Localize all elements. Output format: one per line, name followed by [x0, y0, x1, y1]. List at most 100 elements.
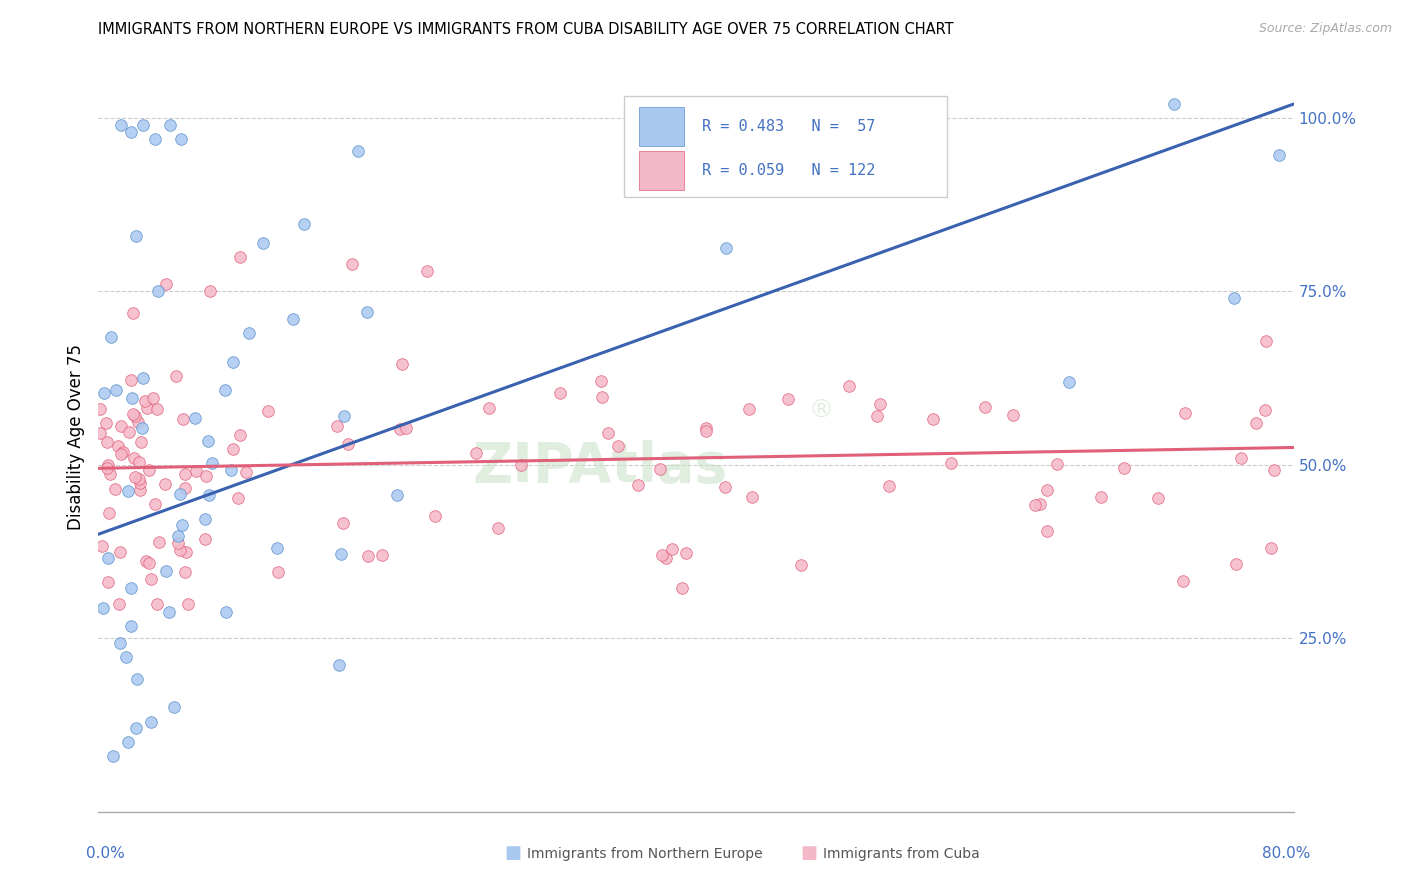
Point — [416, 263, 439, 277]
Point — [235, 465, 257, 479]
Point — [124, 409, 146, 423]
Point — [215, 605, 238, 619]
Point — [122, 407, 145, 421]
Point — [385, 488, 409, 502]
Point — [655, 551, 678, 566]
Point — [96, 461, 118, 475]
Point — [138, 557, 160, 571]
Point — [94, 416, 117, 430]
Point — [174, 545, 197, 559]
Point — [148, 535, 170, 549]
Point — [974, 400, 997, 414]
Point — [738, 401, 761, 416]
Point — [145, 402, 167, 417]
Point — [134, 393, 156, 408]
Point — [328, 657, 350, 672]
Point — [222, 354, 245, 368]
Point — [714, 241, 737, 255]
Point — [229, 250, 252, 264]
Point — [1090, 490, 1112, 504]
Point — [89, 425, 111, 440]
Point — [425, 509, 447, 524]
Point — [132, 118, 155, 132]
Point — [118, 425, 141, 439]
Point — [128, 472, 150, 486]
Point — [100, 330, 122, 344]
Point — [229, 427, 252, 442]
Point — [127, 415, 149, 429]
Point — [174, 467, 197, 482]
Point — [337, 437, 360, 451]
Point — [97, 458, 120, 472]
Text: Immigrants from Northern Europe: Immigrants from Northern Europe — [527, 847, 763, 861]
Point — [789, 558, 811, 573]
Point — [107, 439, 129, 453]
Point — [143, 132, 166, 146]
Point — [464, 446, 486, 460]
Point — [142, 392, 165, 406]
Point — [162, 699, 184, 714]
Point — [330, 547, 353, 561]
Point — [1230, 451, 1253, 466]
Point — [1059, 376, 1081, 390]
Point — [131, 421, 153, 435]
Point — [510, 458, 533, 473]
Point — [1171, 574, 1194, 589]
Point — [166, 529, 188, 543]
Point — [267, 566, 290, 580]
Point — [183, 410, 205, 425]
Point — [98, 467, 121, 481]
Point — [169, 132, 191, 146]
Point — [197, 434, 219, 449]
Point — [219, 463, 242, 477]
Text: ®: ® — [808, 399, 834, 423]
Point — [122, 306, 145, 320]
Text: Source: ZipAtlas.com: Source: ZipAtlas.com — [1258, 22, 1392, 36]
Point — [125, 722, 148, 736]
Point — [96, 435, 118, 450]
Point — [194, 532, 217, 546]
Point — [114, 650, 136, 665]
Bar — [638, 107, 685, 146]
Point — [675, 545, 697, 559]
Point — [93, 386, 115, 401]
Point — [294, 217, 316, 231]
Point — [172, 412, 194, 426]
Point — [214, 383, 236, 397]
Text: Immigrants from Cuba: Immigrants from Cuba — [823, 847, 979, 861]
Point — [174, 566, 197, 580]
Point — [129, 483, 152, 497]
Point — [169, 543, 191, 558]
Point — [129, 435, 152, 450]
Point — [1112, 461, 1135, 475]
Point — [1254, 334, 1277, 348]
Text: ■: ■ — [505, 844, 522, 862]
Point — [1024, 498, 1046, 512]
Point — [486, 521, 509, 535]
Point — [117, 735, 139, 749]
Point — [124, 470, 146, 484]
Point — [103, 749, 125, 764]
Point — [1028, 497, 1050, 511]
Point — [356, 305, 378, 319]
Point — [941, 456, 963, 470]
Point — [1254, 402, 1277, 417]
Point — [281, 312, 304, 326]
Point — [1263, 463, 1285, 477]
Y-axis label: Disability Age Over 75: Disability Age Over 75 — [66, 344, 84, 530]
Point — [346, 144, 368, 158]
Point — [136, 401, 159, 415]
Point — [1146, 491, 1168, 506]
Point — [157, 606, 180, 620]
Point — [1002, 409, 1025, 423]
Point — [838, 378, 860, 392]
Point — [143, 497, 166, 511]
Point — [391, 357, 413, 371]
Point — [110, 545, 132, 559]
Point — [155, 277, 177, 292]
FancyBboxPatch shape — [624, 96, 948, 197]
Point — [89, 402, 111, 417]
Point — [177, 597, 200, 611]
Point — [125, 228, 148, 243]
Point — [127, 673, 149, 687]
